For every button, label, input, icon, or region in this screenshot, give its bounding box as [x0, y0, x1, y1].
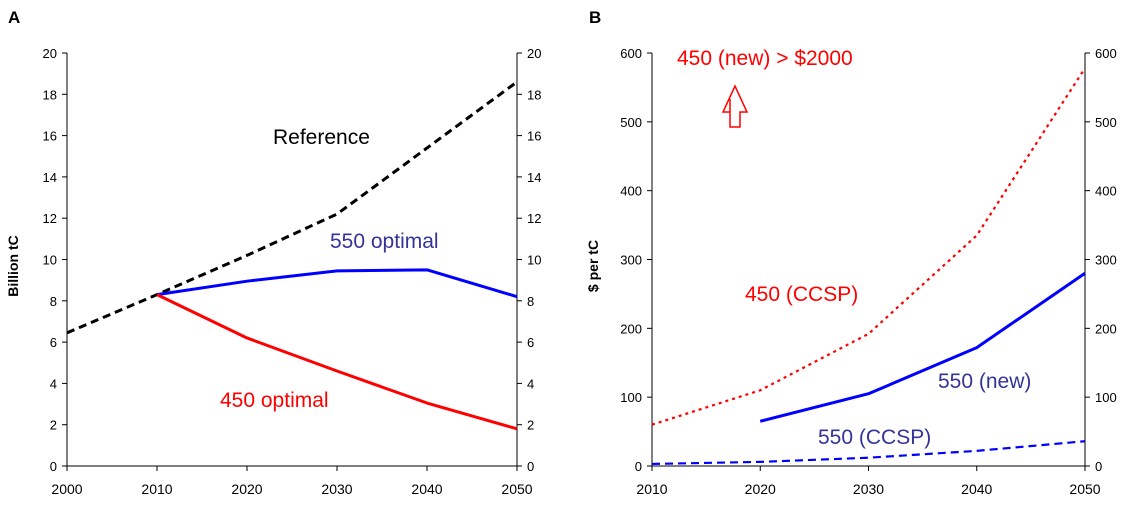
panel-b-right-tick-label: 300 — [1095, 253, 1117, 268]
panel-a: A Billion tC Reference 550 optimal 450 o… — [5, 8, 541, 497]
panel-a-left-tick-label: 14 — [43, 170, 57, 185]
panel-a-left-tick-label: 12 — [43, 211, 57, 226]
panel-b-right-tick-label: 600 — [1095, 46, 1117, 61]
panel-a-label: A — [8, 8, 20, 27]
panel-a-left-tick-label: 18 — [43, 87, 57, 102]
panel-a-right-tick-label: 16 — [527, 129, 541, 144]
panel-a-x-tick-label: 2010 — [141, 481, 172, 497]
panel-a-left-tick-label: 10 — [43, 253, 57, 268]
panel-a-series-450-optimal — [156, 293, 518, 431]
panel-a-right-tick-label: 20 — [527, 46, 541, 61]
panel-a-right-tick-label: 12 — [527, 211, 541, 226]
panel-a-series-reference — [66, 80, 518, 335]
panel-b-x-tick-label: 2020 — [745, 481, 776, 497]
panel-b-x-tick-label: 2010 — [636, 481, 667, 497]
panel-b: B $ per tC 450 (new) > $2000 450 (CCSP) … — [585, 8, 1117, 497]
panel-a-left-tick-label: 20 — [43, 46, 57, 61]
panel-b-series-550-new — [759, 272, 1086, 423]
panel-a-right-tick-label: 6 — [527, 335, 534, 350]
annotation-reference: Reference — [273, 126, 370, 149]
annotation-450-optimal: 450 optimal — [220, 389, 329, 412]
panel-b-left-tick-label: 500 — [620, 115, 642, 130]
panel-a-left-tick-label: 4 — [50, 376, 57, 391]
panel-b-left-tick-label: 200 — [620, 321, 642, 336]
panel-a-series-550-optimal — [156, 268, 518, 299]
annotation-550-new: 550 (new) — [938, 370, 1031, 393]
panel-a-right-tick-label: 10 — [527, 253, 541, 268]
annotation-550-ccsp: 550 (CCSP) — [818, 426, 931, 449]
panel-b-x-tick-label: 2050 — [1069, 481, 1100, 497]
panel-a-x-tick-label: 2030 — [321, 481, 352, 497]
annotation-450-ccsp: 450 (CCSP) — [745, 283, 858, 306]
panel-b-left-tick-label: 600 — [620, 46, 642, 61]
panel-a-x-tick-label: 2050 — [501, 481, 532, 497]
panel-b-right-tick-label: 500 — [1095, 115, 1117, 130]
panel-b-series-550-ccsp — [651, 440, 1086, 466]
panel-a-right-tick-label: 0 — [527, 459, 534, 474]
panel-a-right-tick-label: 18 — [527, 87, 541, 102]
panel-a-x-tick-label: 2000 — [51, 481, 82, 497]
panel-a-left-tick-label: 6 — [50, 335, 57, 350]
panel-b-right-tick-label: 200 — [1095, 321, 1117, 336]
panel-a-left-tick-label: 2 — [50, 418, 57, 433]
panel-b-right-tick-label: 400 — [1095, 184, 1117, 199]
up-arrow-icon — [721, 84, 749, 128]
panel-b-y-axis-label: $ per tC — [585, 240, 601, 292]
panel-b-x-tick-label: 2030 — [853, 481, 884, 497]
panel-b-left-tick-label: 0 — [635, 459, 642, 474]
panel-a-right-tick-label: 8 — [527, 294, 534, 309]
panel-a-left-tick-label: 8 — [50, 294, 57, 309]
panel-b-left-tick-label: 300 — [620, 253, 642, 268]
panel-b-x-tick-label: 2040 — [961, 481, 992, 497]
panel-a-y-axis-label: Billion tC — [5, 235, 21, 296]
panel-b-left-tick-label: 400 — [620, 184, 642, 199]
panel-a-left-tick-label: 16 — [43, 129, 57, 144]
panel-a-x-tick-label: 2040 — [411, 481, 442, 497]
panel-b-right-tick-label: 0 — [1095, 459, 1102, 474]
panel-b-right-tick-label: 100 — [1095, 390, 1117, 405]
panel-a-right-tick-label: 2 — [527, 418, 534, 433]
annotation-550-optimal: 550 optimal — [330, 230, 439, 253]
panel-b-series-450-ccsp — [651, 67, 1086, 426]
panel-a-right-tick-label: 14 — [527, 170, 541, 185]
panel-a-left-tick-label: 0 — [50, 459, 57, 474]
panel-a-x-tick-label: 2020 — [231, 481, 262, 497]
panel-a-right-tick-label: 4 — [527, 376, 534, 391]
annotation-450-new: 450 (new) > $2000 — [677, 47, 853, 70]
panel-b-left-tick-label: 100 — [620, 390, 642, 405]
panel-b-label: B — [589, 8, 601, 27]
